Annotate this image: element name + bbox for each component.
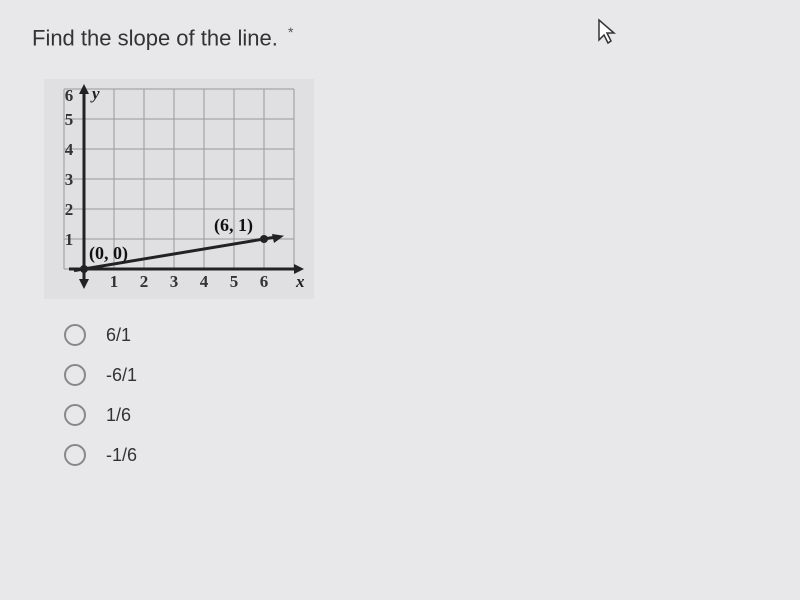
y-axis-label: y (90, 84, 100, 103)
question-label: Find the slope of the line. (32, 25, 278, 50)
option-a-text: 6/1 (106, 325, 131, 346)
x-tick-2: 2 (140, 272, 149, 291)
slope-graph: y x 1 2 3 4 5 6 1 2 3 4 5 6 (0, 0) (6, 1… (44, 79, 314, 299)
y-tick-1: 1 (65, 230, 74, 249)
point-6-1 (260, 235, 268, 243)
x-tick-4: 4 (200, 272, 209, 291)
option-c-text: 1/6 (106, 405, 131, 426)
radio-c[interactable] (64, 404, 86, 426)
x-tick-3: 3 (170, 272, 179, 291)
point-label-6-1: (6, 1) (214, 215, 253, 236)
graph-figure: y x 1 2 3 4 5 6 1 2 3 4 5 6 (0, 0) (6, 1… (44, 79, 768, 304)
x-tick-1: 1 (110, 272, 119, 291)
radio-a[interactable] (64, 324, 86, 346)
option-b[interactable]: -6/1 (64, 364, 768, 386)
x-tick-6: 6 (260, 272, 269, 291)
option-c[interactable]: 1/6 (64, 404, 768, 426)
y-tick-3: 3 (65, 170, 74, 189)
cursor-icon (596, 18, 620, 46)
option-d-text: -1/6 (106, 445, 137, 466)
option-a[interactable]: 6/1 (64, 324, 768, 346)
x-tick-5: 5 (230, 272, 239, 291)
point-label-origin: (0, 0) (89, 243, 128, 264)
option-b-text: -6/1 (106, 365, 137, 386)
y-tick-2: 2 (65, 200, 74, 219)
x-axis-label: x (295, 272, 305, 291)
point-origin (80, 265, 88, 273)
y-tick-4: 4 (65, 140, 74, 159)
y-tick-5: 5 (65, 110, 74, 129)
y-tick-6: 6 (65, 86, 74, 105)
required-marker: * (288, 24, 293, 40)
question-text: Find the slope of the line. * (32, 24, 768, 51)
y-axis-arrow-down (79, 279, 89, 289)
answer-options: 6/1 -6/1 1/6 -1/6 (64, 324, 768, 466)
grid (64, 89, 294, 269)
radio-b[interactable] (64, 364, 86, 386)
option-d[interactable]: -1/6 (64, 444, 768, 466)
radio-d[interactable] (64, 444, 86, 466)
